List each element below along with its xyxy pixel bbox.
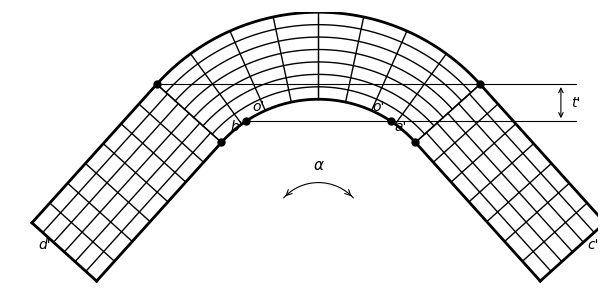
Polygon shape bbox=[32, 12, 600, 281]
Text: c': c' bbox=[587, 238, 599, 252]
Text: o': o' bbox=[253, 100, 265, 114]
Text: t': t' bbox=[571, 96, 580, 110]
Text: b': b' bbox=[230, 120, 243, 134]
Text: d': d' bbox=[38, 238, 51, 252]
Text: a': a' bbox=[394, 120, 407, 134]
Text: o': o' bbox=[372, 100, 385, 114]
Text: α: α bbox=[313, 158, 323, 173]
